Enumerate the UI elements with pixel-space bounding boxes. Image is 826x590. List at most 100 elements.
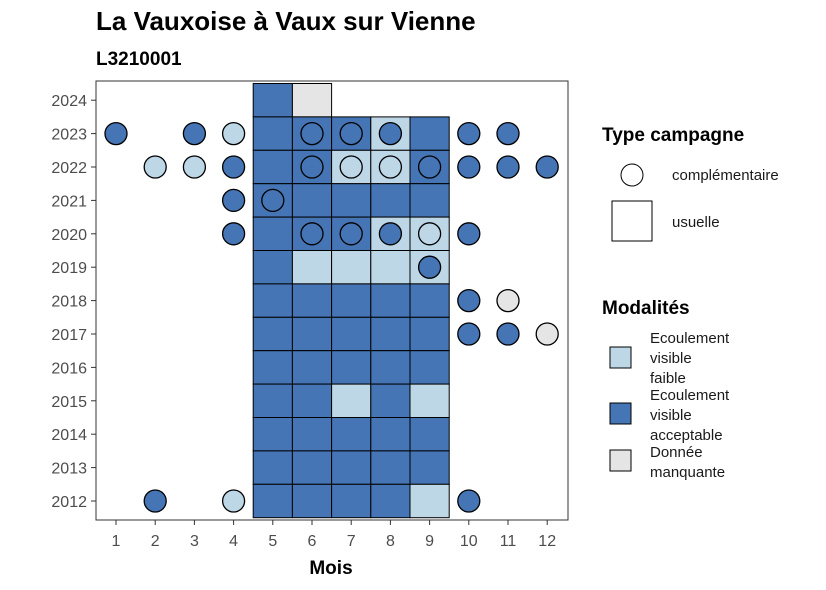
y-tick-label-2015: 2015 (51, 394, 87, 411)
legend-label-acceptable-1: Ecoulement (650, 387, 730, 404)
legend-title-type: Type campagne (602, 125, 744, 146)
point-2022-2-ecoulement-visible-faible (143, 155, 167, 179)
legend-label-acceptable-2: visible (650, 407, 692, 424)
y-tick-label-2018: 2018 (51, 294, 87, 311)
tile-2021-7-ecoulement-visible-acceptable (331, 183, 372, 218)
point-2022-6-ecoulement-visible-acceptable (300, 155, 324, 179)
point-2023-3-ecoulement-visible-acceptable (182, 121, 207, 146)
point-2023-11-ecoulement-visible-acceptable (496, 121, 520, 146)
legend-circle-icon (620, 163, 644, 187)
point-2020-4-ecoulement-visible-acceptable (221, 222, 246, 246)
tile-2016-7-ecoulement-visible-acceptable (331, 350, 372, 385)
legend-label-acceptable-3: acceptable (650, 427, 723, 444)
point-2017-12-donn-e-manquante (535, 322, 559, 346)
y-tick-label-2016: 2016 (51, 360, 87, 377)
tile-2015-6-ecoulement-visible-acceptable (291, 383, 333, 419)
tile-2012-8-ecoulement-visible-acceptable (370, 483, 411, 519)
point-2022-10-ecoulement-visible-acceptable (457, 155, 481, 179)
point-2018-10-ecoulement-visible-acceptable (457, 288, 481, 313)
tile-2012-6-ecoulement-visible-acceptable (291, 483, 333, 519)
y-tick-label-2012: 2012 (51, 494, 87, 511)
x-tick-label-5: 5 (268, 533, 277, 550)
tile-2023-9-ecoulement-visible-acceptable (409, 116, 450, 151)
x-tick-label-12: 12 (538, 533, 556, 550)
chart-title: La Vauxoise à Vaux sur Vienne (96, 6, 476, 36)
tile-2015-7-ecoulement-visible-faible (331, 383, 372, 419)
point-2017-10-ecoulement-visible-acceptable (457, 322, 481, 346)
tile-2018-9-ecoulement-visible-acceptable (409, 283, 450, 318)
point-2023-7-ecoulement-visible-acceptable (339, 121, 363, 146)
tile-2019-8-ecoulement-visible-faible (370, 250, 411, 285)
point-2022-8-ecoulement-visible-faible (378, 155, 403, 179)
tile-2019-7-ecoulement-visible-faible (331, 250, 372, 285)
tile-2014-8-ecoulement-visible-acceptable (370, 417, 411, 452)
point-2020-8-ecoulement-visible-acceptable (378, 222, 403, 246)
y-tick-label-2020: 2020 (51, 227, 87, 244)
point-2020-7-ecoulement-visible-acceptable (339, 222, 363, 246)
x-tick-label-6: 6 (308, 533, 317, 550)
legend-title-modalites: Modalités (602, 298, 690, 319)
y-tick-label-2022: 2022 (51, 160, 87, 177)
point-2012-2-ecoulement-visible-acceptable (143, 489, 167, 513)
tile-2016-8-ecoulement-visible-acceptable (370, 350, 411, 385)
point-2012-4-ecoulement-visible-faible (221, 489, 246, 513)
plot-area (95, 80, 569, 521)
chart-subtitle: L3210001 (96, 49, 182, 70)
point-2023-4-ecoulement-visible-faible (221, 121, 246, 146)
y-tick-label-2014: 2014 (51, 427, 87, 444)
point-2022-12-ecoulement-visible-acceptable (535, 155, 559, 179)
x-tick-label-10: 10 (460, 533, 478, 550)
x-axis: 1 2 3 4 5 6 7 8 9 10 11 12 (112, 520, 556, 550)
x-tick-label-7: 7 (347, 533, 356, 550)
legend-label-complementaire: complémentaire (672, 167, 779, 184)
tile-2024-6-donn-e-manquante (291, 83, 333, 118)
x-tick-label-2: 2 (151, 533, 160, 550)
point-2012-10-ecoulement-visible-acceptable (457, 489, 481, 513)
tile-2018-6-ecoulement-visible-acceptable (291, 283, 333, 318)
y-tick-label-2017: 2017 (51, 327, 87, 344)
legend-label-usuelle: usuelle (672, 214, 720, 231)
legend-label-manquante-2: manquante (650, 464, 725, 481)
point-2020-10-ecoulement-visible-acceptable (457, 222, 481, 246)
y-tick-label-2019: 2019 (51, 260, 87, 277)
tile-2022-5-ecoulement-visible-acceptable (252, 149, 293, 185)
legend-swatch-manquante (609, 449, 632, 472)
y-tick-label-2021: 2021 (51, 193, 87, 210)
point-2019-9-ecoulement-visible-acceptable (417, 255, 442, 279)
tile-2012-9-ecoulement-visible-faible (409, 483, 450, 519)
point-2022-4-ecoulement-visible-acceptable (221, 155, 246, 179)
y-tick-label-2024: 2024 (51, 93, 87, 110)
legend-label-faible-2: visible (650, 350, 692, 367)
tile-2013-7-ecoulement-visible-acceptable (331, 450, 372, 485)
tile-2013-9-ecoulement-visible-acceptable (409, 450, 450, 485)
tile-2016-9-ecoulement-visible-acceptable (409, 350, 450, 385)
legend-swatch-faible (609, 346, 632, 369)
point-2021-4-ecoulement-visible-acceptable (221, 188, 246, 213)
point-2021-5-ecoulement-visible-acceptable (261, 188, 285, 213)
tile-2014-7-ecoulement-visible-acceptable (331, 417, 372, 452)
tile-2024-5-ecoulement-visible-acceptable (252, 83, 293, 118)
tile-2013-8-ecoulement-visible-acceptable (370, 450, 411, 485)
tile-2014-5-ecoulement-visible-acceptable (252, 417, 293, 452)
point-2023-1-ecoulement-visible-acceptable (104, 121, 128, 146)
tile-2015-5-ecoulement-visible-acceptable (252, 383, 293, 419)
tile-2013-5-ecoulement-visible-acceptable (252, 450, 293, 485)
tile-2017-5-ecoulement-visible-acceptable (252, 316, 293, 352)
tile-2019-6-ecoulement-visible-faible (291, 250, 333, 285)
point-2022-11-ecoulement-visible-acceptable (496, 155, 520, 179)
legend: Type campagne complémentaire usuelle Mod… (602, 125, 779, 481)
x-tick-label-8: 8 (386, 533, 395, 550)
point-2023-6-ecoulement-visible-acceptable (300, 121, 324, 146)
tile-2015-9-ecoulement-visible-faible (409, 383, 450, 419)
point-2020-9-ecoulement-visible-faible (417, 222, 442, 246)
tile-2021-9-ecoulement-visible-acceptable (409, 183, 450, 218)
tile-2020-5-ecoulement-visible-acceptable (252, 216, 293, 252)
legend-label-manquante-1: Donnée (650, 444, 703, 461)
y-tick-label-2013: 2013 (51, 461, 87, 478)
y-tick-label-2023: 2023 (51, 127, 87, 144)
legend-label-faible-3: faible (650, 370, 686, 387)
tile-2012-7-ecoulement-visible-acceptable (331, 483, 372, 519)
x-tick-label-4: 4 (229, 533, 238, 550)
tile-2017-6-ecoulement-visible-acceptable (291, 316, 333, 352)
